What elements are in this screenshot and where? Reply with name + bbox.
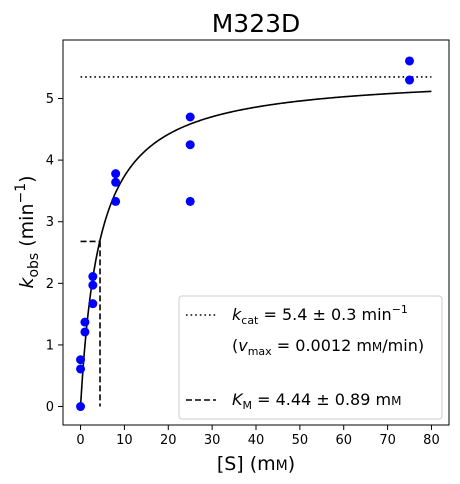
fit-curve [79,90,432,407]
x-tick-label: 80 [423,433,440,448]
legend-vmax-label: (vmax = 0.0012 mM/min) [232,336,424,358]
y-axis: 0 1 2 3 4 5 [46,92,63,415]
y-tick-label: 3 [46,215,54,230]
legend-km-label: KM = 4.44 ± 0.89 mM [232,390,401,412]
y-tick-label: 0 [46,400,54,415]
x-tick-label: 40 [248,433,265,448]
data-point [185,196,195,206]
x-tick-label: 0 [76,433,84,448]
data-point [80,327,90,337]
x-tick-label: 30 [204,433,221,448]
data-point [88,272,98,282]
data-point [88,299,98,309]
legend: kcat = 5.4 ± 0.3 min−1 (vmax = 0.0012 mM… [178,295,443,420]
y-axis-title: kobs (min−1) [13,175,42,288]
legend-box [178,295,443,420]
x-tick-label: 50 [292,433,309,448]
y-tick-label: 5 [46,92,54,107]
data-point [111,177,121,187]
x-axis: 0 10 20 30 40 50 60 70 80 [76,425,440,448]
legend-kcat-label: kcat = 5.4 ± 0.3 min−1 [232,303,408,327]
y-tick-label: 1 [46,338,54,353]
data-point [185,140,195,150]
x-tick-label: 10 [116,433,133,448]
data-point [405,56,415,66]
x-axis-title: [S] (mM) [217,453,295,475]
data-point [111,196,121,206]
y-tick-label: 2 [46,277,54,292]
x-tick-label: 60 [335,433,352,448]
data-point [405,75,415,85]
data-point [88,280,98,290]
data-point [111,169,121,179]
x-tick-label: 70 [379,433,396,448]
y-tick-label: 4 [46,154,54,169]
data-point [76,364,86,374]
data-point [185,112,195,122]
x-tick-label: 20 [160,433,177,448]
data-point [76,402,86,412]
plot-area [76,56,432,412]
data-point [80,317,90,327]
chart-title: M323D [212,9,301,38]
data-point [76,355,86,365]
